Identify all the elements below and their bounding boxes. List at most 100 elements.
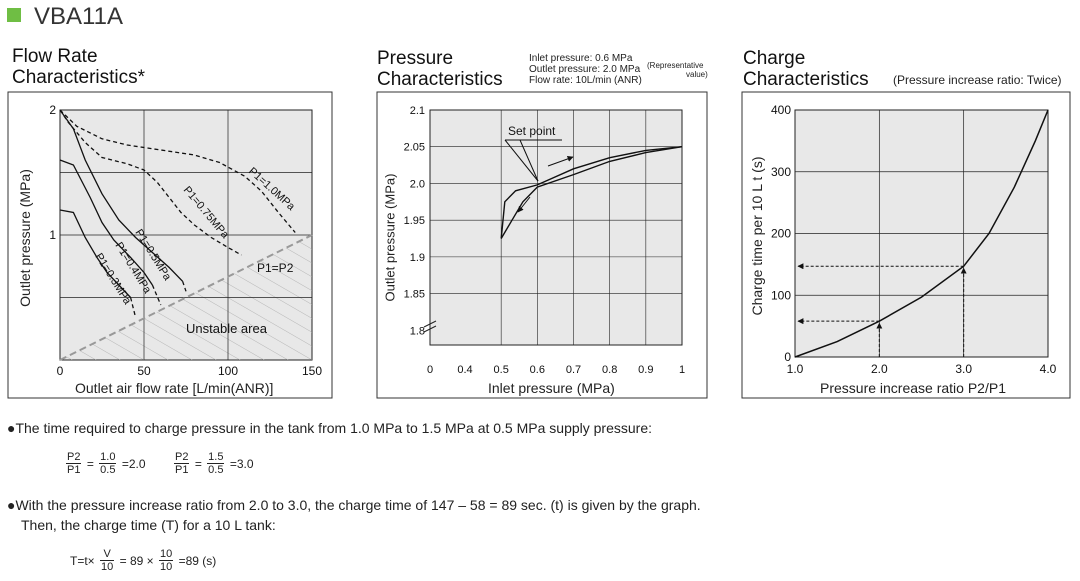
chart3-plot: 1.0 2.0 3.0 4.0 0 100 200 300 400 bbox=[771, 103, 1057, 376]
series-line bbox=[129, 297, 137, 318]
y-tick-label: 1.8 bbox=[410, 325, 425, 337]
direction-arrow bbox=[517, 196, 531, 213]
y-tick-label: 400 bbox=[771, 103, 791, 117]
y-tick-label: 200 bbox=[771, 227, 791, 241]
chart2-condition: Inlet pressure: 0.6 MPa bbox=[529, 53, 633, 64]
equation-1: P2 P1 = 1.0 0.5 =2.0 bbox=[66, 451, 148, 476]
x-tick-label: 2.0 bbox=[871, 362, 888, 376]
equation-result: =3.0 bbox=[229, 456, 254, 471]
series-line bbox=[181, 281, 187, 292]
x-tick-label: 1 bbox=[679, 364, 685, 376]
numerator: 1.0 bbox=[99, 451, 117, 464]
chart2-plot: Set point 0 0.4 0.5 0.6 0.7 0.8 0.9 1 1.8 1.85 1.9 1… bbox=[404, 105, 685, 376]
curve-label: P1=P2 bbox=[257, 261, 294, 275]
note-2-text: With the pressure increase ratio from 2.… bbox=[15, 497, 701, 513]
y-tick-label: 2.1 bbox=[410, 105, 425, 117]
equals-sign: = bbox=[194, 456, 202, 471]
fraction: V 10 bbox=[100, 548, 115, 573]
series-line bbox=[794, 109, 1049, 358]
series-line bbox=[59, 109, 184, 282]
x-tick-label: 0.9 bbox=[638, 364, 653, 376]
x-tick-label: 0.5 bbox=[494, 364, 509, 376]
chart2-condition: Flow rate: 10L/min (ANR) bbox=[529, 75, 642, 86]
chart2-ylabel: Outlet pressure (MPa) bbox=[382, 173, 398, 302]
bullet: ● bbox=[7, 497, 16, 513]
chart2-title-line1: Pressure bbox=[377, 48, 454, 69]
setpoint-leader bbox=[504, 139, 539, 182]
x-tick-label: 150 bbox=[302, 364, 322, 378]
x-tick-label: 1.0 bbox=[787, 362, 804, 376]
denominator: P1 bbox=[175, 464, 189, 476]
y-tick-label: 2 bbox=[49, 103, 56, 117]
y-tick-label: 0 bbox=[784, 350, 791, 364]
direction-arrow bbox=[547, 156, 574, 167]
series-line bbox=[59, 109, 296, 233]
chart1-xlabel: Outlet air flow rate [L/min(ANR)] bbox=[75, 380, 274, 396]
fraction: 1.0 0.5 bbox=[99, 451, 117, 476]
note-1-text: The time required to charge pressure in … bbox=[15, 420, 653, 436]
fraction: 1.5 0.5 bbox=[207, 451, 225, 476]
x-tick-label: 0.8 bbox=[602, 364, 617, 376]
y-tick-label: 1.9 bbox=[410, 252, 425, 264]
equation-mid: = 89 × bbox=[119, 553, 154, 568]
x-tick-label: 3.0 bbox=[955, 362, 972, 376]
denominator: 0.5 bbox=[100, 464, 116, 476]
chart3-title-line1: Charge bbox=[743, 48, 806, 69]
denominator: 10 bbox=[101, 561, 114, 573]
numerator: P2 bbox=[66, 451, 82, 464]
x-tick-label: 0.7 bbox=[566, 364, 581, 376]
x-tick-label: 100 bbox=[218, 364, 238, 378]
denominator: 0.5 bbox=[208, 464, 224, 476]
series-line bbox=[59, 159, 153, 286]
setpoint-label: Set point bbox=[508, 124, 556, 138]
numerator: V bbox=[100, 548, 115, 561]
note-3: Then, the charge time (T) for a 10 L tan… bbox=[21, 517, 276, 533]
equation-2: P2 P1 = 1.5 0.5 =3.0 bbox=[174, 451, 256, 476]
y-tick-label: 1 bbox=[49, 228, 56, 242]
equation-result: =2.0 bbox=[121, 456, 146, 471]
y-tick-label: 2.0 bbox=[410, 178, 425, 190]
series-line bbox=[500, 146, 683, 239]
series-line bbox=[59, 234, 313, 361]
chart1-ylabel: Outlet pressure (MPa) bbox=[17, 169, 33, 307]
axis-break bbox=[423, 325, 437, 333]
series-line bbox=[59, 109, 242, 256]
chart1-title-line2: Characteristics* bbox=[12, 67, 146, 88]
equation-3: T=t× V 10 = 89 × 10 10 =89 (s) bbox=[68, 548, 218, 573]
equation-result: =89 (s) bbox=[178, 553, 217, 568]
equation-lhs: T=t× bbox=[70, 553, 95, 568]
chart2-condition: Outlet pressure: 2.0 MPa bbox=[529, 64, 641, 75]
equals-sign: = bbox=[86, 456, 94, 471]
note-2: ●With the pressure increase ratio from 2… bbox=[7, 497, 701, 513]
y-tick-label: 1.85 bbox=[404, 289, 425, 301]
series-line bbox=[151, 284, 162, 306]
denominator: P1 bbox=[67, 464, 81, 476]
note-1: ●The time required to charge pressure in… bbox=[7, 420, 652, 436]
denominator: 10 bbox=[160, 561, 173, 573]
bullet: ● bbox=[7, 420, 16, 436]
series-line bbox=[59, 209, 132, 298]
chart3-ylabel: Charge time per 10 L t (s) bbox=[749, 156, 765, 316]
setpoint-leader bbox=[519, 139, 539, 182]
y-tick-label: 2.05 bbox=[404, 142, 425, 154]
x-tick-label: 50 bbox=[137, 364, 151, 378]
chart3-title-line2: Characteristics bbox=[743, 69, 869, 90]
page-title: VBA11A bbox=[34, 3, 123, 30]
unstable-area-label: Unstable area bbox=[186, 321, 268, 336]
chart1-title-line1: Flow Rate bbox=[12, 46, 98, 67]
numerator: 10 bbox=[159, 548, 174, 561]
axis-break bbox=[423, 320, 437, 328]
chart2-condition-note: value) bbox=[686, 70, 708, 79]
chart2-xlabel: Inlet pressure (MPa) bbox=[488, 380, 615, 396]
plot-area bbox=[429, 109, 683, 346]
x-tick-label: 0.6 bbox=[530, 364, 545, 376]
x-tick-label: 4.0 bbox=[1040, 362, 1057, 376]
chart2-condition-note: (Representative bbox=[647, 61, 704, 70]
y-tick-label: 100 bbox=[771, 288, 791, 302]
chart1-plot: 0 50 100 15012P1=1.0MPaP1=0.75MPaP1=0.5MPaP… bbox=[49, 103, 322, 378]
title-marker bbox=[7, 8, 21, 22]
chart2-title-line2: Characteristics bbox=[377, 69, 503, 90]
fraction: P2 P1 bbox=[174, 451, 190, 476]
fraction: 10 10 bbox=[159, 548, 174, 573]
